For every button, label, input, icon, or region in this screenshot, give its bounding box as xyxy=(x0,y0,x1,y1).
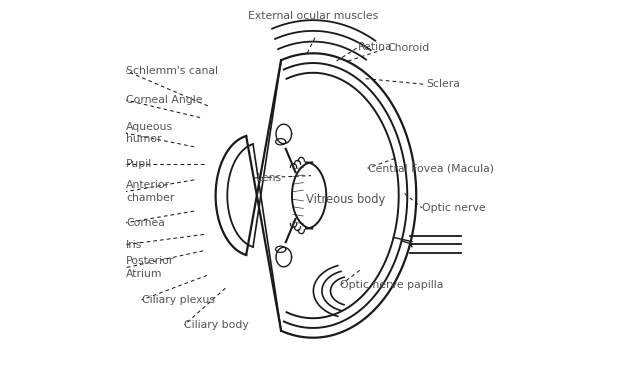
Text: Ciliary plexus: Ciliary plexus xyxy=(141,295,215,305)
Text: Corneal Angle: Corneal Angle xyxy=(126,95,202,105)
Text: Central Fovea (Macula): Central Fovea (Macula) xyxy=(367,163,493,173)
Text: Iris: Iris xyxy=(126,240,142,249)
Text: Ciliary body: Ciliary body xyxy=(185,320,249,330)
Text: Optic nerve: Optic nerve xyxy=(422,203,486,213)
Text: Anterior
chamber: Anterior chamber xyxy=(126,180,175,203)
Text: Posterior
Atrium: Posterior Atrium xyxy=(126,256,175,279)
Text: Vitreous body: Vitreous body xyxy=(307,193,386,206)
Text: Aqueous
humor: Aqueous humor xyxy=(126,122,173,144)
Text: Schlemm's canal: Schlemm's canal xyxy=(126,66,218,76)
Text: Pupil: Pupil xyxy=(126,159,152,169)
Text: Lens: Lens xyxy=(257,173,282,183)
Text: External ocular muscles: External ocular muscles xyxy=(248,11,378,21)
Text: Choroid: Choroid xyxy=(387,43,429,53)
Text: Retina: Retina xyxy=(358,43,393,52)
Text: Optic nerve papilla: Optic nerve papilla xyxy=(341,280,444,290)
Text: Cornea: Cornea xyxy=(126,218,165,228)
Text: Sclera: Sclera xyxy=(426,79,460,90)
